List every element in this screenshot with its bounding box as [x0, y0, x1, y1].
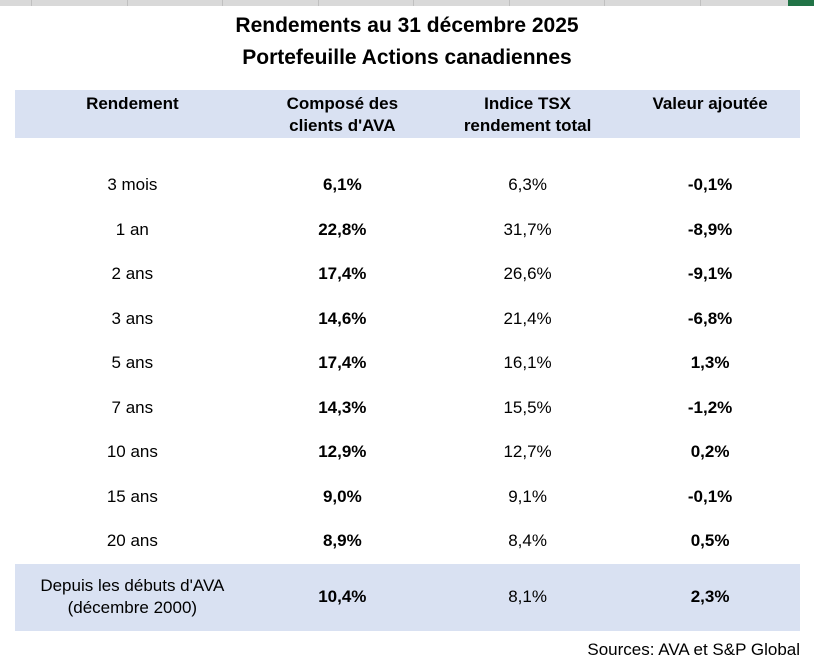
cell-valeur-ajoutee: 2,3%: [690, 587, 730, 606]
cell-valeur-ajoutee: 1,3%: [690, 353, 730, 373]
cell-ava: 10,4%: [318, 587, 367, 606]
cell-valeur-ajoutee: -1,2%: [687, 397, 733, 417]
cell-valeur-ajoutee: -0,1%: [687, 486, 733, 506]
cell-periode: 15 ans: [106, 486, 158, 506]
gridline: [318, 0, 319, 6]
table-row: 10 ans 12,9% 12,7% 0,2%: [15, 430, 800, 475]
table-row: 3 mois 6,1% 6,3% -0,1%: [15, 163, 800, 208]
cell-ava: 12,9%: [318, 442, 367, 462]
cell-periode: 2 ans: [111, 264, 154, 284]
cell-ava: 22,8%: [318, 219, 367, 239]
cell-ava: 17,4%: [318, 353, 367, 373]
cell-tsx: 12,7%: [503, 442, 552, 462]
gridline: [604, 0, 605, 6]
spreadsheet-top-strip: [0, 0, 814, 6]
cell-ava: 6,1%: [322, 175, 362, 195]
cell-tsx: 16,1%: [503, 353, 552, 373]
gridline: [509, 0, 510, 6]
table-row: 3 ans 14,6% 21,4% -6,8%: [15, 297, 800, 342]
cell-tsx: 8,4%: [508, 531, 547, 551]
cell-valeur-ajoutee: 0,2%: [690, 442, 730, 462]
header-compose-ava: Composé des clients d'AVA: [286, 94, 399, 135]
cell-ava: 14,6%: [318, 308, 367, 328]
table-row: 20 ans 8,9% 8,4% 0,5%: [15, 519, 800, 564]
cell-valeur-ajoutee: 0,5%: [690, 531, 730, 551]
gridline: [413, 0, 414, 6]
cell-tsx: 21,4%: [503, 308, 552, 328]
table-row: 7 ans 14,3% 15,5% -1,2%: [15, 386, 800, 431]
header-valeur-ajoutee: Valeur ajoutée: [652, 94, 768, 113]
cell-periode: Depuis les débuts d'AVA (décembre 2000): [40, 576, 225, 617]
title-line-2: Portefeuille Actions canadiennes: [242, 46, 572, 69]
cell-ava: 14,3%: [318, 397, 367, 417]
cell-tsx: 15,5%: [503, 397, 552, 417]
gridline: [222, 0, 223, 6]
cell-valeur-ajoutee: -0,1%: [687, 175, 733, 195]
table-row: Depuis les débuts d'AVA (décembre 2000) 1…: [15, 563, 800, 631]
cell-ava: 9,0%: [322, 486, 362, 506]
cell-tsx: 31,7%: [503, 219, 552, 239]
table-row: 5 ans 17,4% 16,1% 1,3%: [15, 341, 800, 386]
cell-ava: 17,4%: [318, 264, 367, 284]
cell-periode: 1 an: [115, 219, 149, 239]
table-row: 1 an 22,8% 31,7% -8,9%: [15, 208, 800, 253]
gridline: [700, 0, 701, 6]
table-row: 2 ans 17,4% 26,6% -9,1%: [15, 252, 800, 297]
gridline: [31, 0, 32, 6]
cell-valeur-ajoutee: -8,9%: [687, 219, 733, 239]
page-title: Rendements au 31 décembre 2025 Portefeui…: [0, 10, 814, 74]
gridline: [127, 0, 128, 6]
title-line-1: Rendements au 31 décembre 2025: [235, 14, 579, 37]
cell-periode: 5 ans: [111, 353, 154, 373]
cell-valeur-ajoutee: -9,1%: [687, 264, 733, 284]
header-body-gap: [15, 138, 800, 163]
header-rendement: Rendement: [86, 94, 179, 113]
table-header-row: Rendement Composé des clients d'AVA Indi…: [15, 90, 800, 138]
cell-periode: 10 ans: [106, 442, 158, 462]
cell-periode: 3 mois: [107, 175, 158, 195]
cell-tsx: 26,6%: [503, 264, 552, 284]
table-row: 15 ans 9,0% 9,1% -0,1%: [15, 475, 800, 520]
table-body: 3 mois 6,1% 6,3% -0,1% 1 an 22,8% 31,7% -8,9% 2 …: [15, 163, 800, 631]
cell-valeur-ajoutee: -6,8%: [687, 308, 733, 328]
cell-tsx: 6,3%: [508, 175, 547, 195]
excel-green-cell-fragment: [788, 0, 814, 6]
header-indice-tsx: Indice TSX rendement total: [463, 94, 592, 135]
cell-ava: 8,9%: [322, 531, 362, 551]
cell-periode: 20 ans: [106, 531, 158, 551]
cell-tsx: 9,1%: [508, 486, 547, 506]
cell-tsx: 8,1%: [508, 587, 547, 606]
returns-table: Rendement Composé des clients d'AVA Indi…: [15, 90, 800, 660]
sources-note: Sources: AVA et S&P Global: [587, 639, 800, 659]
cell-periode: 3 ans: [111, 308, 154, 328]
cell-periode: 7 ans: [111, 397, 154, 417]
